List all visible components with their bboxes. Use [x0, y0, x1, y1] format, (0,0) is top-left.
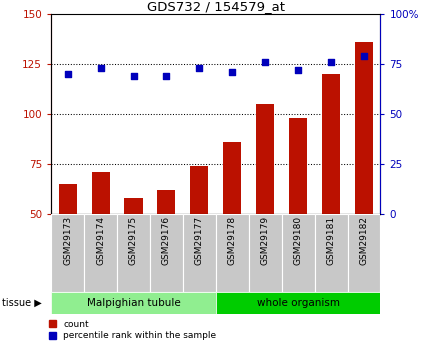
Bar: [355, 42, 373, 314]
Bar: [315, 214, 348, 292]
Bar: [117, 214, 150, 292]
Bar: [158, 190, 175, 314]
Bar: [216, 292, 380, 314]
Text: tissue ▶: tissue ▶: [2, 298, 42, 308]
Point: [295, 67, 302, 72]
Bar: [322, 74, 340, 314]
Point: [262, 59, 269, 65]
Point: [229, 69, 236, 75]
Point: [328, 59, 335, 65]
Bar: [249, 214, 282, 292]
Title: GDS732 / 154579_at: GDS732 / 154579_at: [147, 0, 285, 13]
Point: [360, 53, 368, 59]
Legend: count, percentile rank within the sample: count, percentile rank within the sample: [49, 320, 217, 341]
Point: [97, 65, 104, 71]
Bar: [216, 214, 249, 292]
Point: [64, 71, 71, 77]
Bar: [348, 214, 380, 292]
Bar: [282, 214, 315, 292]
Text: whole organism: whole organism: [257, 298, 340, 308]
Bar: [150, 214, 183, 292]
Bar: [51, 292, 216, 314]
Bar: [84, 214, 117, 292]
Bar: [289, 118, 307, 314]
Bar: [190, 166, 208, 314]
Point: [196, 65, 203, 71]
Point: [163, 73, 170, 79]
Text: GSM29176: GSM29176: [162, 216, 171, 265]
Text: GSM29180: GSM29180: [294, 216, 303, 265]
Bar: [223, 142, 241, 314]
Point: [130, 73, 137, 79]
Text: GSM29179: GSM29179: [261, 216, 270, 265]
Bar: [92, 172, 109, 314]
Bar: [183, 214, 216, 292]
Bar: [51, 214, 84, 292]
Bar: [125, 198, 142, 314]
Text: GSM29181: GSM29181: [327, 216, 336, 265]
Bar: [59, 184, 77, 314]
Text: GSM29178: GSM29178: [228, 216, 237, 265]
Text: GSM29177: GSM29177: [195, 216, 204, 265]
Text: GSM29173: GSM29173: [63, 216, 72, 265]
Bar: [256, 104, 274, 314]
Text: GSM29182: GSM29182: [360, 216, 368, 265]
Text: Malpighian tubule: Malpighian tubule: [87, 298, 180, 308]
Text: GSM29174: GSM29174: [96, 216, 105, 265]
Text: GSM29175: GSM29175: [129, 216, 138, 265]
